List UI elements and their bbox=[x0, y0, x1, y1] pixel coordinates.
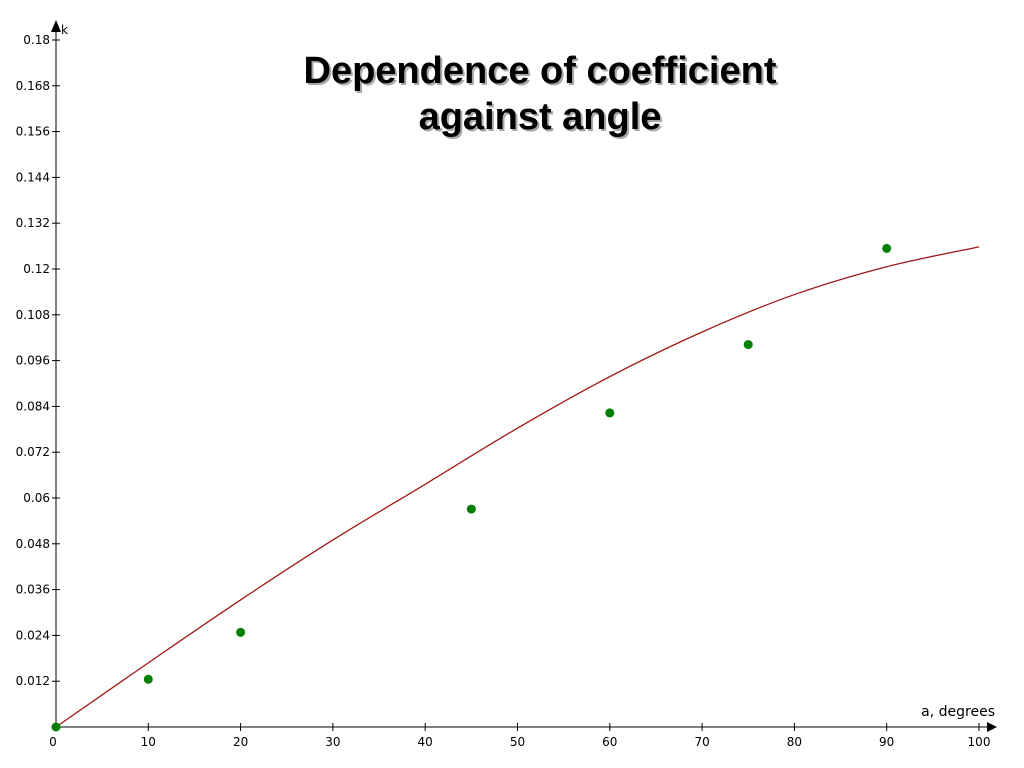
y-tick-label: 0.096 bbox=[16, 354, 50, 368]
chart-title-line-2: against angle bbox=[418, 96, 662, 138]
x-tick-label: 60 bbox=[602, 735, 617, 749]
chart-title-line-1: Dependence of coefficient bbox=[303, 50, 777, 92]
y-axis-ticks: 0.012 0.024 0.036 0.048 0.06 0.072 0.084 0.096 0… bbox=[16, 33, 60, 688]
chart-title: Dependence of coefficient against angle bbox=[200, 48, 880, 140]
x-tick-label: 90 bbox=[879, 735, 894, 749]
x-tick-label: 100 bbox=[968, 735, 991, 749]
data-point bbox=[51, 722, 61, 732]
x-tick-label: 40 bbox=[418, 735, 433, 749]
y-tick-label: 0.048 bbox=[16, 537, 50, 551]
y-axis-label: k bbox=[61, 23, 68, 37]
x-axis-ticks: 0 10 20 30 40 50 60 70 80 90 100 bbox=[49, 723, 990, 749]
y-tick-label: 0.012 bbox=[16, 674, 50, 688]
x-tick-label: 20 bbox=[233, 735, 248, 749]
y-tick-label: 0.06 bbox=[23, 491, 50, 505]
data-point bbox=[882, 243, 892, 253]
data-point bbox=[466, 504, 476, 514]
x-axis-arrow-icon bbox=[987, 722, 997, 732]
y-tick-label: 0.024 bbox=[16, 628, 50, 642]
y-tick-label: 0.168 bbox=[16, 79, 50, 93]
y-axis-arrow-icon bbox=[51, 20, 61, 32]
y-tick-label: 0.12 bbox=[23, 262, 50, 276]
x-tick-label: 70 bbox=[694, 735, 709, 749]
data-point bbox=[743, 340, 753, 350]
x-axis-label: a, degrees bbox=[921, 704, 995, 720]
y-tick-label: 0.084 bbox=[16, 399, 50, 413]
y-tick-label: 0.072 bbox=[16, 445, 50, 459]
y-tick-label: 0.036 bbox=[16, 583, 50, 597]
data-point bbox=[143, 674, 153, 684]
y-tick-label: 0.156 bbox=[16, 125, 50, 139]
x-tick-label: 30 bbox=[325, 735, 340, 749]
x-tick-label: 80 bbox=[787, 735, 802, 749]
data-point bbox=[236, 627, 246, 637]
x-tick-label: 10 bbox=[141, 735, 156, 749]
y-tick-label: 0.144 bbox=[16, 170, 50, 184]
x-tick-label: 50 bbox=[510, 735, 525, 749]
fit-curve bbox=[55, 246, 980, 728]
x-tick-label: 0 bbox=[49, 735, 57, 749]
y-tick-label: 0.132 bbox=[16, 216, 50, 230]
y-tick-label: 0.18 bbox=[23, 33, 50, 47]
series-layer bbox=[51, 243, 980, 732]
data-point bbox=[605, 408, 615, 418]
y-tick-label: 0.108 bbox=[16, 308, 50, 322]
